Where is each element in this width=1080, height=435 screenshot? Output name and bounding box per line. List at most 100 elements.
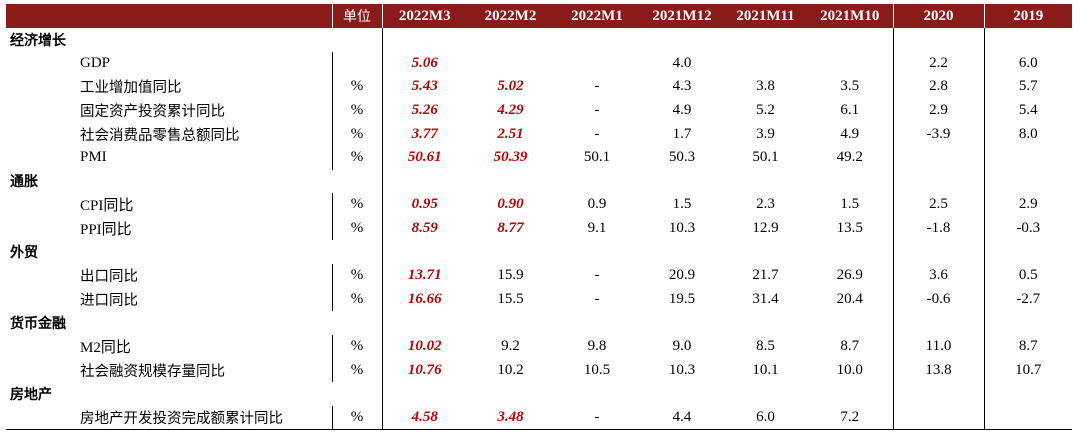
header-col-2022m2: 2022M2 [467, 4, 554, 28]
value-cell-2020 [892, 145, 984, 170]
indicator-name: 固定资产投资累计同比 [80, 104, 225, 121]
unit-cell: % [331, 193, 382, 217]
indicator-name: 工业增加值同比 [80, 80, 182, 97]
empty-cell [807, 240, 893, 264]
table-body: 经济增长 GDP 5.06 4.0 2.2 6.0 工业增加值同比% 5.43 5.02-4.3… [6, 28, 1072, 431]
value-cell-2022m3: 3.77 [381, 122, 467, 146]
empty-cell [983, 28, 1072, 52]
value-cell-2019: 8.7 [983, 334, 1072, 359]
value-cell-2021m12: 4.9 [672, 102, 692, 119]
empty-cell [640, 170, 724, 194]
value-cell-2022m2: 4.29 [497, 102, 524, 119]
value-cell-2020 [892, 405, 984, 431]
value-cell-2021m12: 10.3 [668, 361, 696, 378]
category-label: 通胀 [10, 174, 38, 191]
value-cell-2022m2: 5.02 [497, 78, 524, 95]
empty-cell [983, 311, 1072, 335]
value-cell-2022m1: - [594, 125, 600, 142]
empty-cell [724, 28, 807, 52]
header-col-2021m12: 2021M12 [640, 4, 724, 28]
empty-cell [554, 170, 640, 194]
value-cell-2021m10: 26.9 [836, 267, 863, 284]
empty-cell [892, 28, 984, 52]
value-cell-2021m11: 3.9 [756, 125, 775, 142]
table-header: 单位 2022M3 2022M2 2022M1 2021M12 2021M11 … [6, 4, 1072, 28]
unit-cell: % [331, 98, 382, 123]
unit-cell: % [331, 358, 382, 382]
value-cell-2021m10: 49.2 [836, 149, 863, 166]
empty-cell [554, 311, 640, 335]
value-cell-2021m10: 13.5 [836, 220, 863, 237]
value-cell-2022m2: 9.2 [501, 338, 520, 355]
value-cell-2020: 2.5 [892, 193, 984, 217]
empty-cell [381, 381, 467, 406]
table-row: PPI同比% 8.59 8.77 9.1 10.3 12.9 13.5 -1.8 -0.3 [6, 216, 1072, 241]
value-cell-2021m12: 9.0 [672, 338, 692, 355]
header-col-2021m10: 2021M10 [807, 4, 893, 28]
value-cell-2022m1: 9.8 [587, 338, 607, 355]
category-label: 货币金融 [10, 315, 66, 332]
empty-cell [892, 169, 984, 194]
value-cell-2021m11: 5.2 [756, 102, 775, 119]
empty-cell [332, 382, 382, 406]
empty-cell [983, 169, 1072, 194]
empty-cell [640, 28, 724, 52]
empty-cell [724, 170, 807, 194]
table-row: 进口同比% 16.66 15.5 - 19.5 31.4 20.4 -0.6 -2.7 [6, 287, 1072, 312]
value-cell-2019: -2.7 [983, 287, 1072, 312]
empty-cell [724, 311, 807, 335]
indicator-name: PPI同比 [80, 222, 132, 239]
table-row: 社会消费品零售总额同比% 3.77 2.51 - 1.7 3.9 4.9 -3.9 8.0 [6, 122, 1072, 146]
value-cell-2022m2: 10.2 [497, 361, 524, 378]
empty-cell [467, 170, 554, 194]
unit-cell [331, 51, 382, 76]
value-cell-2022m3: 10.76 [381, 358, 467, 382]
value-cell-2022m3: 13.71 [381, 263, 467, 288]
empty-cell [807, 170, 893, 194]
value-cell-2021m12: 4.0 [672, 54, 692, 71]
table-row: PMI% 50.61 50.39 50.1 50.3 50.1 49.2 [6, 145, 1072, 170]
value-cell-2022m1: - [554, 405, 640, 431]
empty-cell [467, 28, 554, 52]
value-cell-2019: -0.3 [983, 216, 1072, 241]
empty-cell [807, 28, 893, 52]
value-cell-2022m3: 5.43 [381, 75, 467, 99]
value-cell-2020: -1.8 [892, 216, 984, 241]
value-cell-2019: 10.7 [983, 358, 1072, 382]
empty-cell [640, 382, 724, 406]
unit-cell: % [331, 216, 382, 241]
value-cell-2021m12: 10.3 [668, 220, 696, 237]
value-cell-2021m10: 4.9 [840, 125, 860, 142]
value-cell-2022m2: 50.39 [493, 149, 528, 166]
indicator-name: M2同比 [80, 340, 131, 357]
empty-cell [892, 311, 984, 335]
table-row: M2同比% 10.02 9.2 9.8 9.0 8.5 8.7 11.0 8.7 [6, 334, 1072, 359]
header-col-2020: 2020 [892, 4, 984, 28]
value-cell-2021m12: 1.7 [672, 125, 692, 142]
header-col-2021m11: 2021M11 [724, 4, 807, 28]
value-cell-2022m1: - [594, 102, 600, 119]
table-row: CPI同比% 0.95 0.90 0.9 1.5 2.3 1.5 2.5 2.9 [6, 193, 1072, 217]
value-cell-2022m3: 5.06 [381, 51, 467, 76]
header-unit: 单位 [331, 4, 382, 28]
unit-cell: % [331, 287, 382, 312]
table-row: 工业增加值同比% 5.43 5.02 - 4.3 3.8 3.5 2.8 5.7 [6, 75, 1072, 99]
empty-cell [724, 382, 807, 406]
value-cell-2022m3: 0.95 [381, 193, 467, 217]
empty-cell [892, 381, 984, 406]
category-row: 经济增长 [6, 28, 1072, 52]
macro-indicators-table: 单位 2022M3 2022M2 2022M1 2021M12 2021M11 … [6, 4, 1072, 431]
empty-cell [640, 311, 724, 335]
indicator-name: 进口同比 [80, 292, 138, 309]
empty-cell [640, 240, 724, 264]
value-cell-2021m11: 8.5 [756, 338, 775, 355]
unit-cell: % [331, 145, 382, 170]
empty-cell [807, 311, 893, 335]
empty-cell [467, 240, 554, 264]
value-cell-2020: 2.8 [892, 75, 984, 99]
value-cell-2020: 13.8 [892, 358, 984, 382]
category-label: 经济增长 [10, 32, 66, 49]
value-cell-2020: 2.2 [892, 51, 984, 76]
value-cell-2022m3: 16.66 [381, 287, 467, 312]
indicator-name: CPI同比 [80, 198, 134, 215]
